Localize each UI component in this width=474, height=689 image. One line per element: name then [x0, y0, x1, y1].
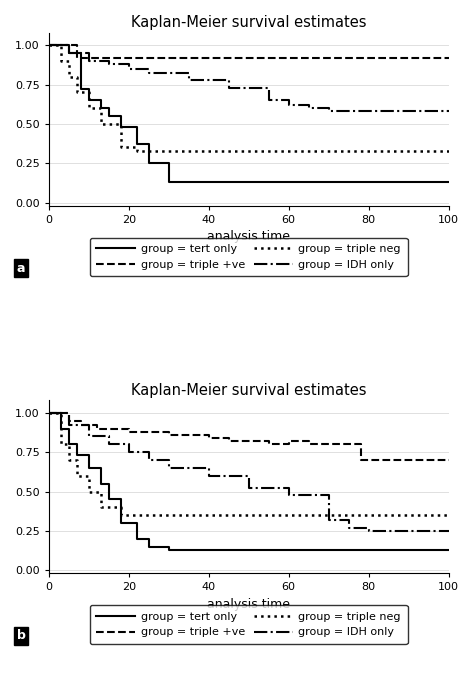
X-axis label: analysis time: analysis time: [207, 230, 290, 243]
Title: Kaplan-Meier survival estimates: Kaplan-Meier survival estimates: [131, 15, 366, 30]
X-axis label: analysis time: analysis time: [207, 598, 290, 611]
Text: b: b: [17, 629, 26, 642]
Title: Kaplan-Meier survival estimates: Kaplan-Meier survival estimates: [131, 382, 366, 398]
Legend: group = tert only, group = triple +ve, group = triple neg, group = IDH only: group = tert only, group = triple +ve, g…: [90, 238, 408, 276]
Legend: group = tert only, group = triple +ve, group = triple neg, group = IDH only: group = tert only, group = triple +ve, g…: [90, 605, 408, 644]
Text: a: a: [17, 262, 25, 275]
